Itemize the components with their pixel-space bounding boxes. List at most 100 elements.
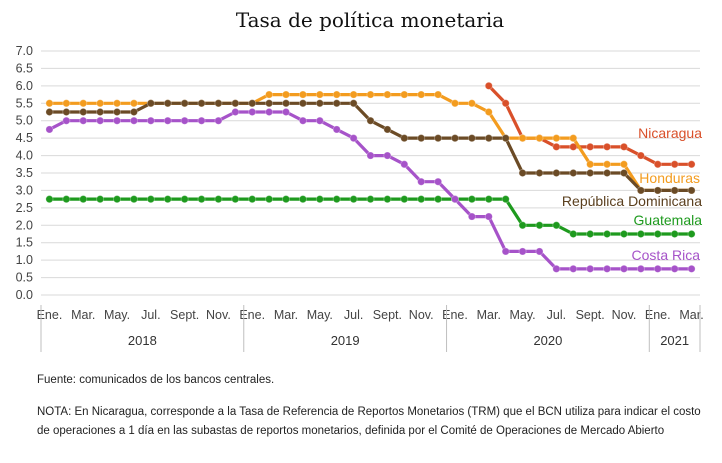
data-point xyxy=(248,108,257,117)
y-tick-label: 7.0 xyxy=(16,44,33,58)
y-tick-label: 0.5 xyxy=(16,271,33,285)
data-point xyxy=(146,99,155,108)
series-guatemala xyxy=(45,195,696,238)
data-point xyxy=(231,195,240,204)
data-point xyxy=(586,229,595,238)
y-tick-label: 6.5 xyxy=(16,61,33,75)
data-point xyxy=(197,99,206,108)
data-point xyxy=(552,134,561,143)
data-point xyxy=(586,142,595,151)
data-point xyxy=(45,108,54,117)
data-point xyxy=(653,264,662,273)
data-point xyxy=(265,195,274,204)
year-label: 2021 xyxy=(660,333,689,348)
y-tick-label: 6.0 xyxy=(16,79,33,93)
data-point xyxy=(603,142,612,151)
data-point xyxy=(113,195,122,204)
data-point xyxy=(552,168,561,177)
data-point xyxy=(484,81,493,90)
data-point xyxy=(417,195,426,204)
y-tick-label: 0.0 xyxy=(16,288,33,302)
data-point xyxy=(349,99,358,108)
data-point xyxy=(45,99,54,108)
x-tick-label: Mar. xyxy=(679,308,703,322)
data-point xyxy=(501,195,510,204)
data-point xyxy=(450,134,459,143)
data-point xyxy=(332,99,341,108)
data-point xyxy=(383,195,392,204)
data-point xyxy=(79,99,88,108)
data-point xyxy=(434,195,443,204)
series-label: Nicaragua xyxy=(638,125,702,141)
data-point xyxy=(670,160,679,169)
data-point xyxy=(129,116,138,125)
data-point xyxy=(197,116,206,125)
data-point xyxy=(197,195,206,204)
y-tick-label: 4.5 xyxy=(16,131,33,145)
series-costa-rica xyxy=(45,108,696,273)
data-point xyxy=(282,108,291,117)
data-point xyxy=(383,90,392,99)
data-point xyxy=(315,99,324,108)
data-point xyxy=(129,99,138,108)
data-point xyxy=(467,134,476,143)
data-point xyxy=(62,195,71,204)
data-point xyxy=(298,195,307,204)
x-tick-label: Sept. xyxy=(373,308,402,322)
source-note: Fuente: comunicados de los bancos centra… xyxy=(37,374,275,386)
data-point xyxy=(586,168,595,177)
data-point xyxy=(653,229,662,238)
data-point xyxy=(383,125,392,134)
data-point xyxy=(96,108,105,117)
data-point xyxy=(586,160,595,169)
data-point xyxy=(96,195,105,204)
x-tick-label: Jul. xyxy=(547,308,566,322)
x-tick-label: May. xyxy=(104,308,130,322)
data-point xyxy=(113,108,122,117)
year-label: 2020 xyxy=(533,333,562,348)
series-lines xyxy=(45,81,696,273)
data-point xyxy=(535,168,544,177)
data-point xyxy=(62,108,71,117)
data-point xyxy=(146,195,155,204)
data-point xyxy=(484,195,493,204)
data-point xyxy=(619,168,628,177)
chart-title: Tasa de política monetaria xyxy=(236,8,504,32)
data-point xyxy=(687,160,696,169)
data-point xyxy=(484,108,493,117)
series-line xyxy=(49,93,692,192)
data-point xyxy=(214,195,223,204)
x-tick-label: Ene. xyxy=(37,308,63,322)
x-tick-label: May. xyxy=(307,308,333,322)
data-point xyxy=(366,90,375,99)
data-point xyxy=(79,116,88,125)
x-tick-label: Ene. xyxy=(239,308,265,322)
data-point xyxy=(400,195,409,204)
data-point xyxy=(467,195,476,204)
data-point xyxy=(552,264,561,273)
y-tick-label: 5.0 xyxy=(16,114,33,128)
data-point xyxy=(619,160,628,169)
x-tick-label: Ene. xyxy=(645,308,671,322)
data-point xyxy=(180,195,189,204)
y-tick-label: 2.0 xyxy=(16,218,33,232)
data-point xyxy=(265,90,274,99)
data-point xyxy=(315,195,324,204)
x-tick-label: Nov. xyxy=(206,308,231,322)
data-point xyxy=(501,134,510,143)
data-point xyxy=(484,212,493,221)
x-tick-label: Nov. xyxy=(409,308,434,322)
data-point xyxy=(501,99,510,108)
y-tick-label: 4.0 xyxy=(16,149,33,163)
x-tick-label: Mar. xyxy=(477,308,501,322)
data-point xyxy=(569,264,578,273)
data-point xyxy=(636,229,645,238)
data-point xyxy=(366,151,375,160)
x-tick-label: Nov. xyxy=(612,308,637,322)
series-labels: Nicaragua Honduras República Dominicana Gua… xyxy=(562,125,702,263)
data-point xyxy=(603,168,612,177)
data-point xyxy=(265,108,274,117)
data-point xyxy=(636,186,645,195)
x-tick-label: Sept. xyxy=(170,308,199,322)
